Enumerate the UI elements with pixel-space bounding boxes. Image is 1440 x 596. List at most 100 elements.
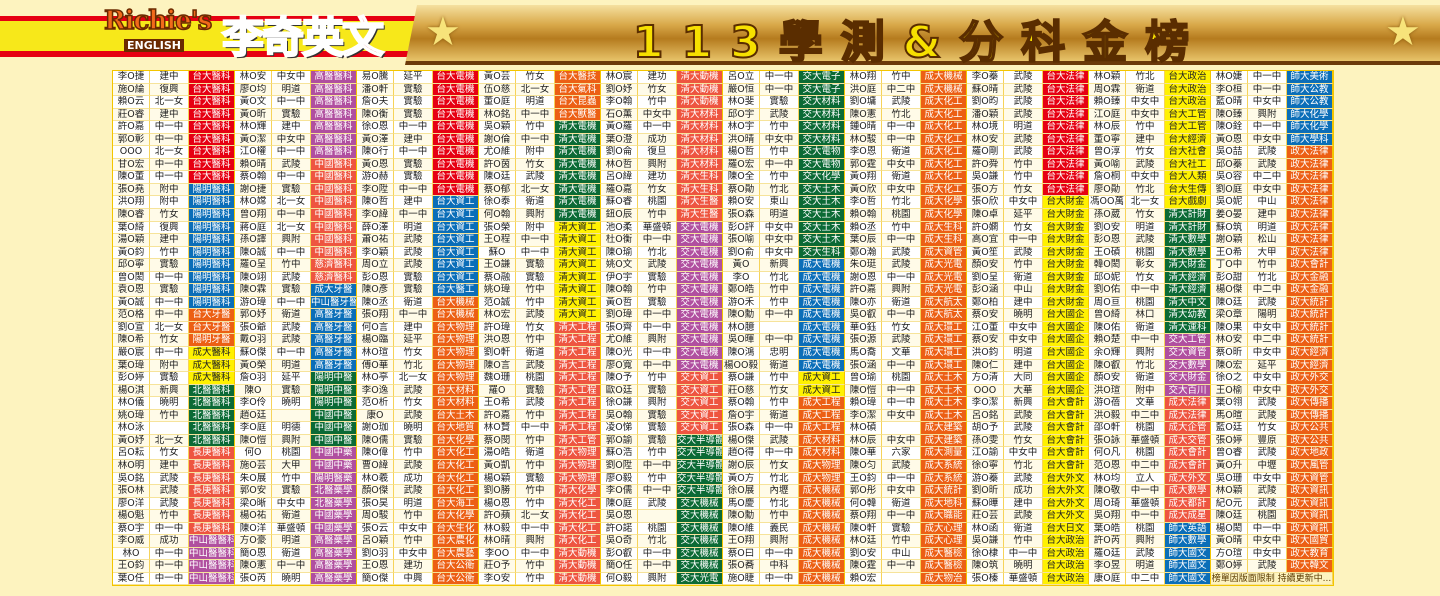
department-badge: 清大電機 — [555, 158, 601, 172]
department-badge: 長庚醫科 — [189, 522, 235, 536]
student-name: 董O寧 — [1089, 133, 1126, 147]
student-name: 洪O晴 — [723, 133, 760, 147]
school-name: 中山 — [1248, 196, 1287, 210]
student-name: 賴O晴 — [235, 158, 272, 172]
department-badge: 台大化學 — [433, 510, 479, 523]
school-name: 中女中 — [1004, 196, 1043, 210]
school-name: 中一中 — [150, 547, 189, 561]
student-name: 蔡O謙 — [723, 372, 760, 385]
department-badge: 陽明醫科 — [189, 209, 235, 222]
student-name: 徐O展 — [723, 485, 760, 498]
student-name: 蔡O曰 — [723, 547, 760, 561]
school-name: 竹女 — [882, 321, 921, 335]
department-badge: 成大系統 — [921, 472, 967, 486]
department-badge: 高醫牙醫 — [311, 334, 357, 348]
department-badge: 台大農化 — [433, 535, 479, 548]
student-name: 洪O瑄 — [1089, 384, 1126, 398]
department-badge: 中國中藥 — [311, 459, 357, 473]
department-badge: 成大航太 — [921, 296, 967, 310]
school-name: 竹女 — [1126, 209, 1165, 222]
school-name: 曉明 — [272, 397, 311, 410]
department-badge: 政大資訊 — [1287, 510, 1333, 523]
student-name: 李O蓁 — [967, 71, 1004, 84]
school-name: 中一中 — [1248, 522, 1287, 536]
school-name: 中二中 — [1248, 284, 1287, 297]
student-name: 徐O謙 — [601, 397, 638, 410]
school-name: 陽明 — [1248, 309, 1287, 322]
department-badge: 台大物理 — [433, 372, 479, 385]
student-name: 戴O羽 — [235, 334, 272, 348]
table-row: 李O捷 建中 台大醫科 林O安 中女中 高醫醫科 易O騰 延平 台大電機 黃O芸 竹女 台大醫技 林O宸… — [113, 71, 1333, 84]
honor-roll-table: 李O捷 建中 台大醫科 林O安 中女中 高醫醫科 易O騰 延平 台大電機 黃O芸 竹女 台大醫技 林O宸… — [112, 70, 1334, 587]
student-name: 江O權 — [235, 146, 272, 159]
student-name: 何O韓 — [845, 497, 882, 511]
department-badge: 成大光電 — [921, 259, 967, 272]
student-name: 周O亘 — [1089, 296, 1126, 310]
student-name: 陳O愷 — [235, 434, 272, 448]
school-name: 曉明 — [1004, 560, 1043, 573]
student-name: 梁O晰 — [235, 497, 272, 511]
school-name: 竹北 — [760, 271, 799, 285]
department-badge: 台大經濟 — [1165, 133, 1211, 147]
school-name: 竹北 — [394, 359, 433, 373]
school-name: 興附 — [516, 535, 555, 548]
department-badge: 政大法律 — [1287, 196, 1333, 210]
department-badge: 成大電機 — [799, 334, 845, 348]
student-name: 李O哲 — [845, 196, 882, 210]
school-name: 竹中 — [272, 259, 311, 272]
school-name: 竹中 — [1004, 535, 1043, 548]
student-name: 陳O翰 — [601, 284, 638, 297]
student-name: 簡O傑 — [357, 572, 394, 586]
student-name: 游O禾 — [723, 296, 760, 310]
school-name: 竹中 — [760, 284, 799, 297]
table-row: 葉O瑋 附中 成大醫科 黃O榮 明道 高醫牙醫 傅O華 竹北 台大物理 陳O言 武陵 清大工程 廖O寬中… — [113, 359, 1333, 373]
school-name: 華盛頓 — [272, 522, 311, 536]
student-name: 簡O恩 — [235, 547, 272, 561]
department-badge: 政大經濟 — [1287, 347, 1333, 360]
table-row: 楊O魁 竹中 長庚醫科 楊O祐 衛道 中國藥學 周O駿 竹中 台大化學 許O蘋 北一女 清大化工 吳O恩… — [113, 510, 1333, 523]
student-name: 孫O雯 — [967, 434, 1004, 448]
student-name: 蘇O睿 — [601, 196, 638, 210]
department-badge: 台大財金 — [1043, 259, 1089, 272]
school-name: 竹北 — [1126, 183, 1165, 197]
department-badge: 交大資工 — [677, 409, 723, 423]
student-name: 林O瑄 — [357, 347, 394, 360]
student-name: 周O駿 — [357, 510, 394, 523]
school-name: 竹中 — [638, 209, 677, 222]
department-badge: 清大資工 — [555, 309, 601, 322]
student-name: 李O恩 — [845, 146, 882, 159]
school-name: 中一中 — [882, 359, 921, 373]
department-badge: 台大資工 — [433, 246, 479, 260]
table-row: 張O堯 附中 陽明醫科 謝O捷 實驗 中國醫科 李O陞 中一中 台大電機 蔡O郁 北一女 清大電機 羅O… — [113, 183, 1333, 197]
department-badge: 成大會計 — [1165, 447, 1211, 460]
student-name: 陳O銓 — [1211, 121, 1248, 134]
school-name: 竹中 — [1126, 121, 1165, 134]
department-badge: 高醫藥學 — [311, 535, 357, 548]
school-name: 竹中 — [638, 372, 677, 385]
school-name: 北一女 — [150, 321, 189, 335]
school-name: 衛道 — [516, 347, 555, 360]
school-name: 衛道 — [516, 196, 555, 210]
student-name: 李O伶 — [235, 397, 272, 410]
student-name: 謝O珈 — [357, 422, 394, 435]
department-badge: 交大電機 — [677, 221, 723, 235]
department-badge: 交大資工 — [677, 397, 723, 410]
student-name: 黃O恩 — [1211, 133, 1248, 147]
student-name: 林O哲 — [601, 158, 638, 172]
school-name: 中一中 — [882, 472, 921, 486]
school-name: 竹北 — [1248, 271, 1287, 285]
department-badge: 台大電機 — [433, 71, 479, 84]
student-name: 薛O澤 — [357, 221, 394, 235]
school-name: 曉明 — [1004, 309, 1043, 322]
school-name: 竹女 — [394, 397, 433, 410]
department-badge: 台大法律 — [1043, 171, 1089, 184]
student-name: 吳O珊 — [1211, 472, 1248, 486]
student-name: 楊O哲 — [723, 146, 760, 159]
school-name: 中一中 — [272, 347, 311, 360]
school-name: 桃園 — [638, 196, 677, 210]
student-name: OOO — [113, 146, 150, 159]
school-name: 武陵 — [1004, 409, 1043, 423]
department-badge: 台大國企 — [1043, 384, 1089, 398]
department-badge: 清大電機 — [555, 133, 601, 147]
student-name: 邱O宇 — [723, 108, 760, 122]
